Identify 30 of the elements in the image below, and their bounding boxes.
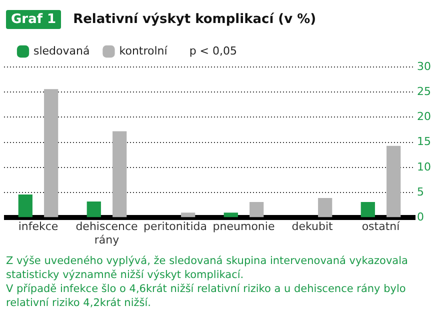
bar [386, 146, 401, 218]
x-tick-label: dehiscence rány [76, 220, 138, 246]
x-tick-label: peritonitida [144, 220, 207, 234]
y-tick-label: 10 [417, 160, 432, 174]
x-tick-label: dekubit [292, 220, 334, 234]
y-tick-label: 15 [417, 135, 432, 148]
text: p < 0,05 [189, 44, 238, 58]
y-tick-label: 0 [417, 210, 424, 224]
bar [224, 212, 238, 218]
bar [360, 202, 375, 218]
legend-label: sledovaná [34, 44, 90, 58]
bar [318, 198, 332, 218]
bar [18, 194, 32, 218]
x-tick-label: pneumonie [212, 220, 275, 234]
legend-label: kontrolní [119, 44, 168, 58]
x-tick-label: infekce [18, 220, 58, 234]
text: V případě infekce šlo o 4,6krát nižší relativní riziko a u dehiscence rány bylo relativní riziko 4,2krát nižší. [6, 282, 407, 310]
x-tick-label: ostatní [362, 220, 401, 234]
y-tick-label: 5 [417, 185, 424, 198]
text: Z výše uvedeného vyplývá, že sledovaná skupina intervenovaná vykazovala statisticky významně nižší výskyt komplikací. [6, 254, 409, 282]
y-tick-label: 25 [417, 84, 432, 98]
bar [250, 202, 264, 218]
bar [181, 212, 196, 218]
bar [44, 89, 58, 218]
bar [112, 131, 127, 218]
y-tick-label: 20 [417, 110, 432, 124]
bar [86, 202, 101, 218]
chart-title: Relativní výskyt komplikací (v %) [73, 12, 316, 26]
y-tick-label: 30 [417, 60, 432, 73]
text: Graf 1 [6, 10, 62, 28]
